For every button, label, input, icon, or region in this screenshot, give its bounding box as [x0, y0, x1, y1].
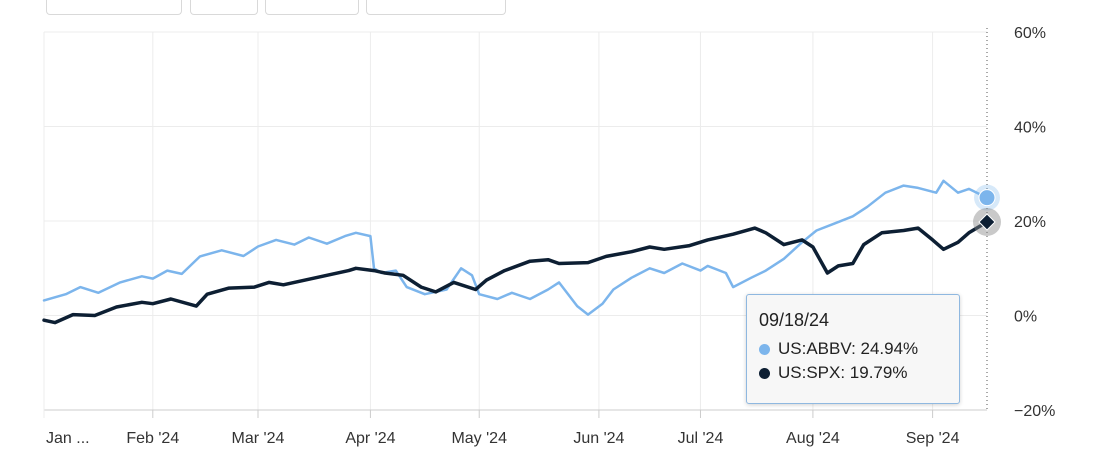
x-tick-label: Sep '24 [906, 430, 960, 447]
hover-markers [973, 184, 1001, 236]
tooltip-date: 09/18/24 [759, 310, 830, 330]
axes: 60% 40% 20% 0% −20% Jan ... Feb '24 Mar '24 Apr … [43, 25, 1055, 447]
y-tick-label: 60% [1014, 25, 1046, 42]
y-tick-label: 40% [1014, 120, 1046, 137]
x-tick-label: Feb '24 [126, 430, 179, 447]
toolbar-button-2[interactable] [190, 0, 258, 15]
chart-tooltip: 09/18/24 US:ABBV: 24.94% US:SPX: 19.79% [746, 294, 960, 404]
tooltip-dot-spx [759, 367, 770, 379]
series-line-us-spx[interactable] [42, 220, 989, 325]
marker-point-spx[interactable] [978, 213, 996, 231]
marker-point-abbv[interactable] [978, 189, 996, 207]
y-tick-label: 0% [1014, 309, 1037, 326]
tooltip-dot-abbv [759, 343, 770, 355]
x-tick-label: Aug '24 [786, 430, 840, 447]
x-tick-label: Apr '24 [345, 430, 395, 447]
toolbar-button-1[interactable] [46, 0, 182, 15]
x-tick-label: Jun '24 [573, 430, 624, 447]
x-tick-label: Jan ... [46, 430, 90, 447]
series-line-us-abbv[interactable] [42, 179, 989, 316]
tooltip-row-spx: US:SPX: 19.79% [759, 361, 945, 385]
tooltip-value-spx: US:SPX: 19.79% [778, 363, 908, 382]
series-lines [42, 179, 989, 325]
y-tick-label: 20% [1014, 214, 1046, 231]
grid [44, 31, 987, 411]
x-tick-label: Jul '24 [678, 430, 724, 447]
toolbar-button-4[interactable] [366, 0, 506, 15]
toolbar-button-3[interactable] [265, 0, 359, 15]
y-tick-label: −20% [1014, 403, 1055, 420]
x-tick-label: May '24 [451, 430, 507, 447]
tooltip-row-abbv: US:ABBV: 24.94% [759, 337, 945, 361]
x-tick-label: Mar '24 [232, 430, 285, 447]
tooltip-value-abbv: US:ABBV: 24.94% [778, 339, 919, 358]
